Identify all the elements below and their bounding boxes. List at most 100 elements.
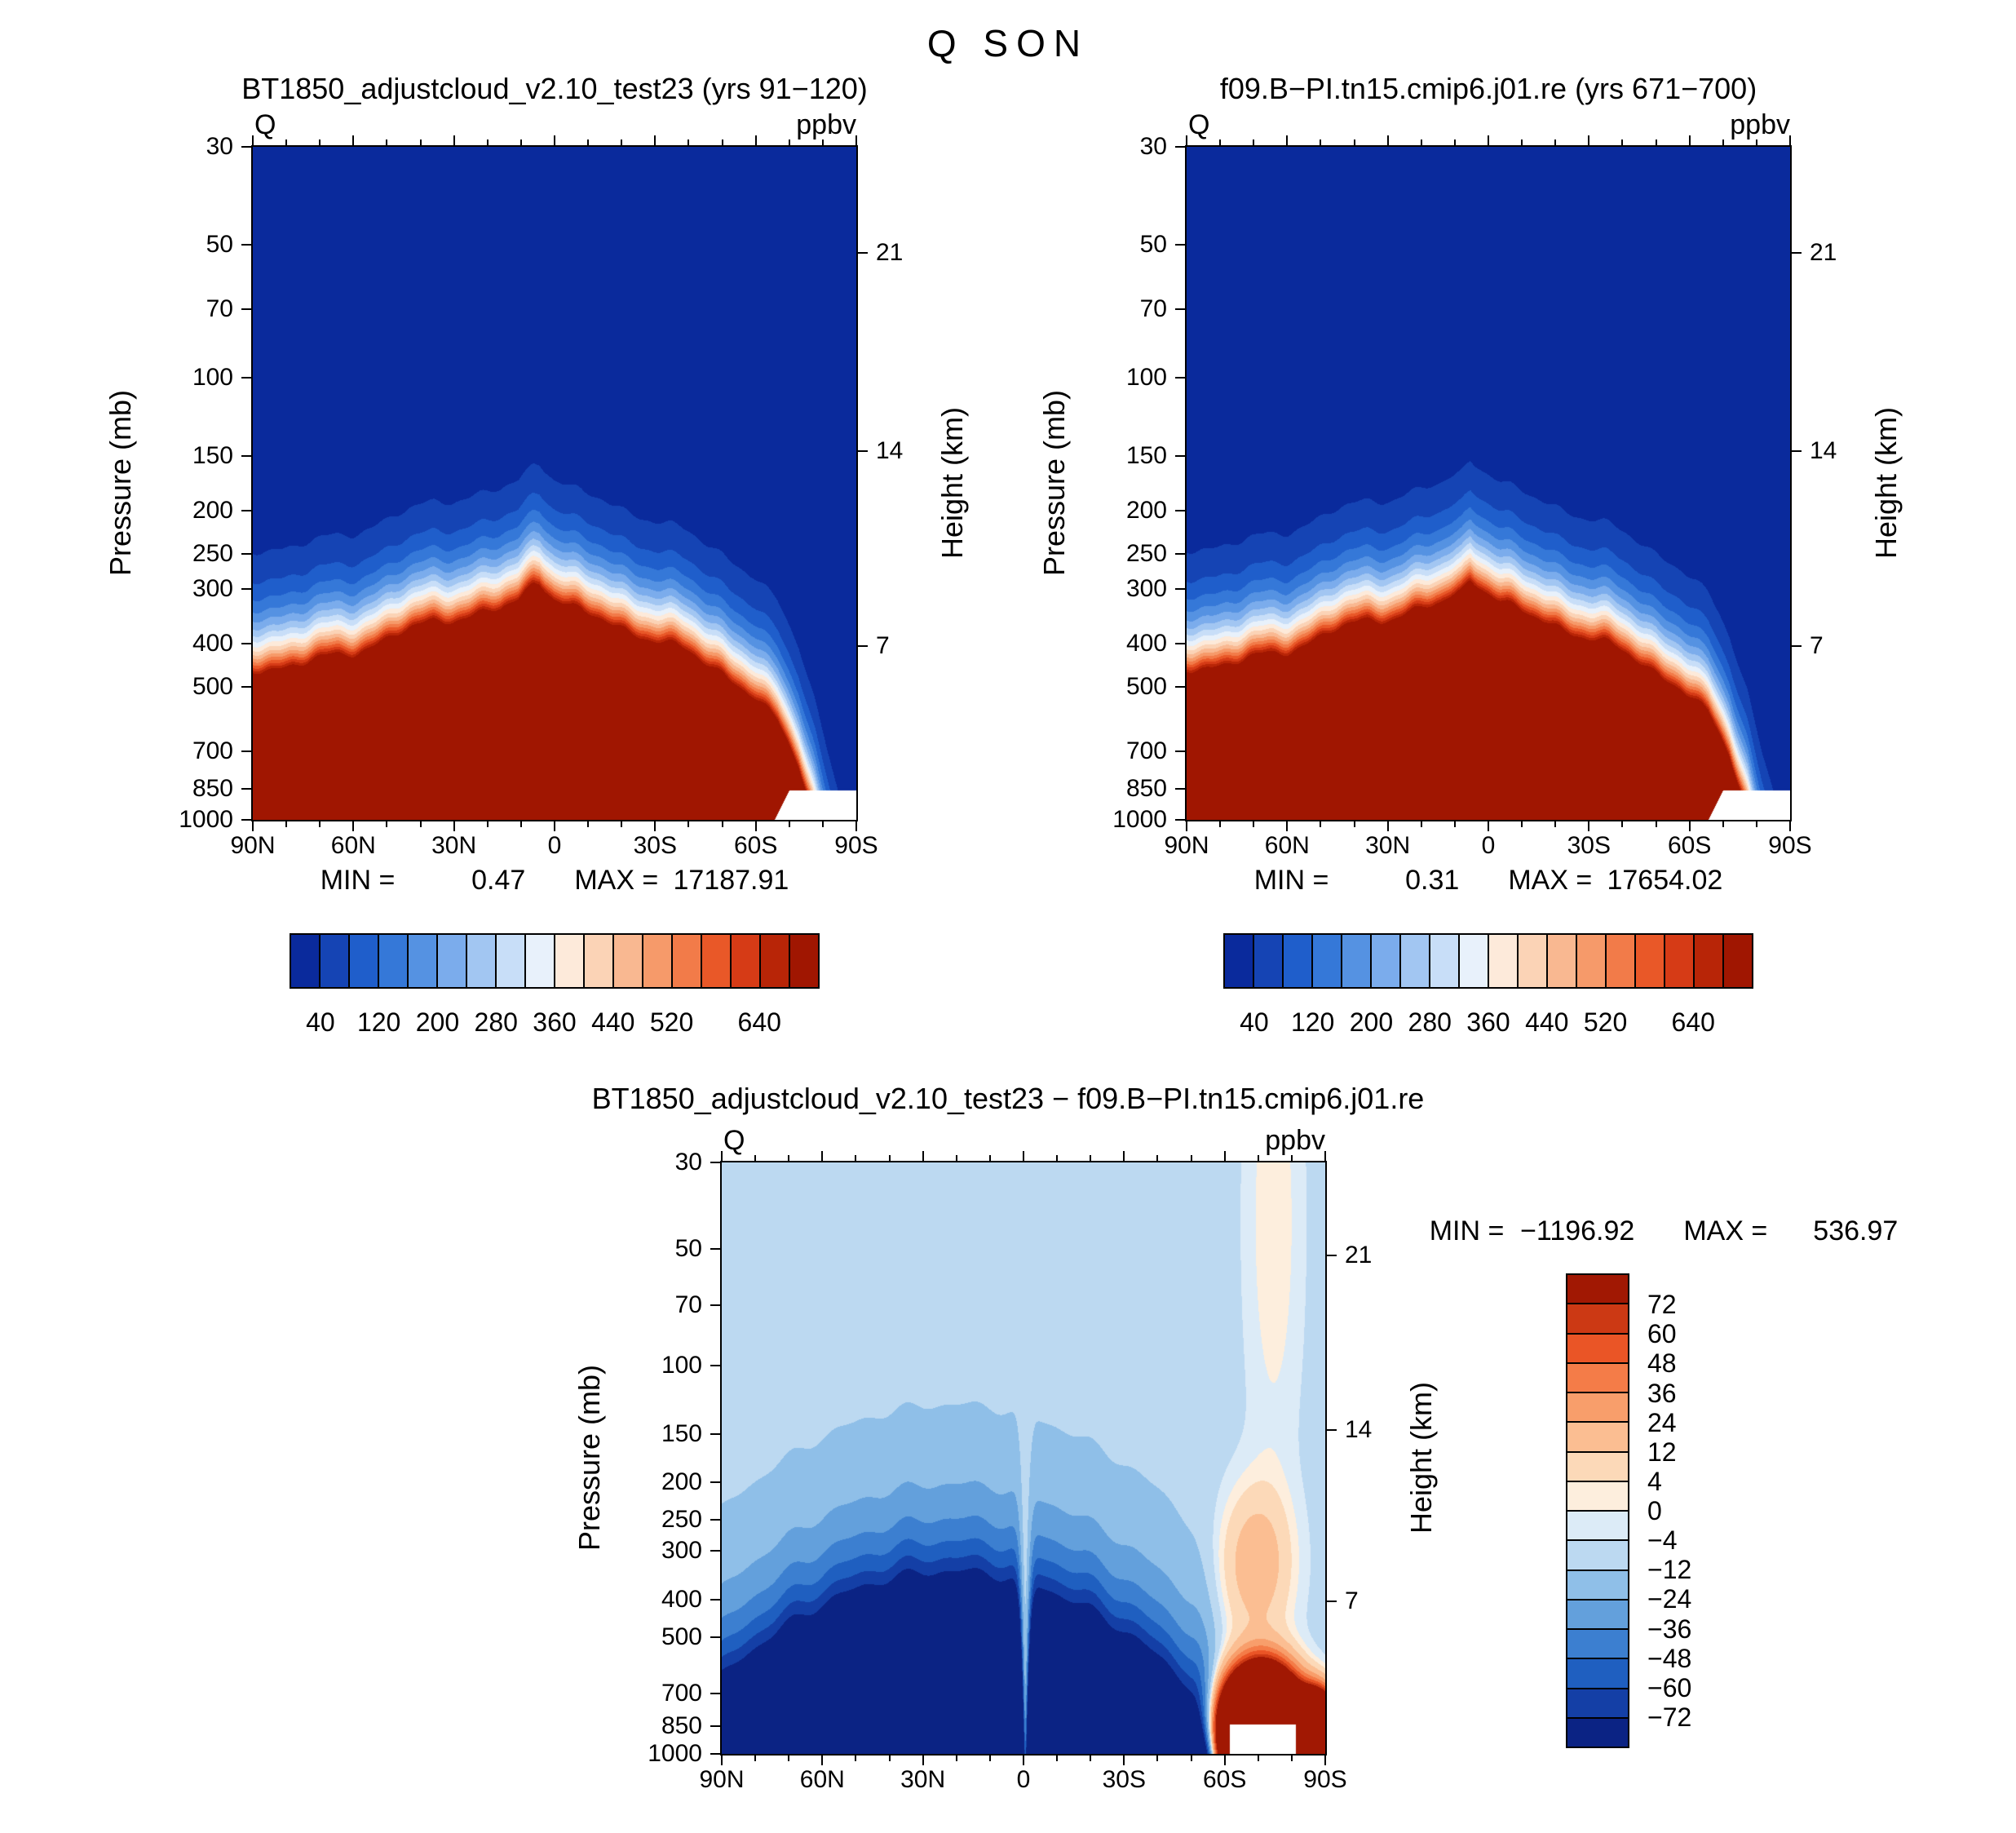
height-tick — [858, 645, 868, 648]
lat-tick — [922, 1151, 924, 1161]
pressure-tick — [710, 1519, 720, 1521]
pressure-tick-label: 400 — [1125, 630, 1167, 657]
height-tick-label: 7 — [876, 632, 890, 660]
max-label: MAX = — [1683, 1215, 1768, 1246]
pressure-tick-label: 700 — [192, 737, 233, 765]
colorbar-box — [1567, 1718, 1628, 1747]
colorbar-tick-label: −72 — [1647, 1702, 1692, 1732]
colorbar-box — [1665, 935, 1695, 987]
lat-tick — [955, 1155, 957, 1161]
max-label: MAX = — [1508, 865, 1593, 896]
pressure-tick — [241, 454, 251, 457]
lat-tick — [486, 821, 489, 827]
colorbar-tick-label: 280 — [474, 1007, 518, 1037]
pressure-tick-label: 150 — [661, 1419, 702, 1447]
lat-tick — [1223, 1756, 1226, 1765]
lat-tick-label: 90N — [1164, 832, 1209, 859]
lat-tick — [754, 1155, 757, 1161]
pressure-tick — [241, 643, 251, 645]
colorbar-tick-label: 640 — [1671, 1007, 1715, 1037]
pressure-tick — [241, 244, 251, 246]
pressure-tick — [1175, 510, 1185, 512]
colorbar-tick-label: 120 — [356, 1007, 401, 1037]
lat-tick-label: 60S — [733, 832, 778, 859]
pressure-tick-label: 300 — [192, 574, 233, 602]
lat-tick — [855, 135, 857, 145]
colorbar-tick-label: 440 — [1525, 1007, 1569, 1037]
pressure-tick-label: 1000 — [648, 1740, 702, 1767]
units-label-right: ppbv — [1730, 109, 1790, 140]
pressure-tick — [1175, 587, 1185, 590]
lat-tick — [1056, 1756, 1059, 1761]
pressure-tick — [1175, 643, 1185, 645]
lat-tick — [754, 135, 757, 145]
pressure-tick-label: 700 — [1125, 737, 1167, 765]
field-label-left: Q — [254, 109, 276, 140]
lat-tick — [1190, 1756, 1192, 1761]
pressure-tick — [1175, 146, 1185, 148]
colorbar-tick-label: 0 — [1647, 1496, 1662, 1525]
lat-tick-label: 30N — [431, 832, 477, 859]
lat-tick — [1688, 135, 1691, 145]
lat-tick — [1324, 1756, 1326, 1765]
pressure-tick — [710, 1162, 720, 1163]
pressure-tick — [1175, 819, 1185, 821]
colorbar-box — [1567, 1481, 1628, 1512]
pressure-tick — [1175, 787, 1185, 790]
lat-tick — [1655, 139, 1657, 145]
colorbar-box — [1567, 1334, 1628, 1364]
colorbar-tick-label: 200 — [415, 1007, 460, 1037]
pressure-tick-label: 400 — [192, 630, 233, 657]
lat-tick — [386, 821, 388, 827]
lat-tick — [1023, 1151, 1024, 1161]
lat-tick — [788, 1756, 790, 1761]
height-tick-label: 7 — [1810, 632, 1824, 660]
colorbar-box — [673, 935, 702, 987]
height-tick — [1327, 1254, 1337, 1256]
lat-tick — [1353, 139, 1355, 145]
pressure-tick — [241, 819, 251, 821]
lat-tick — [285, 821, 288, 827]
pressure-tick-label: 100 — [192, 364, 233, 392]
lat-tick — [319, 139, 321, 145]
height-axis-label-left: Height (km) — [935, 406, 969, 560]
units-label-diff: ppbv — [1265, 1125, 1325, 1156]
lat-tick-label: 90S — [1303, 1766, 1347, 1793]
pressure-tick — [1175, 377, 1185, 379]
panel-left-title: BT1850_adjustcloud_v2.10_test23 (yrs 91−… — [241, 72, 868, 105]
lat-tick — [922, 1756, 924, 1765]
colorbar-tick-label: 520 — [649, 1007, 694, 1037]
min-value: 0.31 — [1405, 865, 1460, 896]
height-tick — [858, 251, 868, 254]
colorbar-box — [438, 935, 467, 987]
pressure-tick — [710, 1481, 720, 1484]
lat-tick — [1156, 1756, 1159, 1761]
page-title: Q SON — [926, 22, 1090, 64]
lat-tick-label: 30S — [1567, 832, 1611, 859]
pressure-tick-label: 850 — [192, 774, 233, 802]
lat-tick — [1588, 135, 1590, 145]
colorbar-tick-label: 520 — [1583, 1007, 1628, 1037]
colorbar-box — [1401, 935, 1430, 987]
pressure-tick-label: 50 — [674, 1234, 702, 1262]
pressure-tick — [241, 308, 251, 311]
lat-tick — [1253, 139, 1255, 145]
lat-tick — [888, 1756, 891, 1761]
pressure-tick — [241, 377, 251, 379]
pressure-tick-label: 70 — [206, 295, 233, 323]
lat-tick — [855, 1756, 857, 1761]
pressure-tick-label: 70 — [1139, 295, 1167, 323]
lat-tick — [419, 821, 422, 827]
min-label: MIN = — [320, 865, 396, 896]
pressure-tick — [241, 750, 251, 753]
lat-tick-label: 60N — [330, 832, 376, 859]
minmax-left: MIN = 0.47 MAX = 17187.91 — [269, 865, 840, 897]
lat-tick — [621, 139, 623, 145]
pressure-tick-label: 500 — [192, 672, 233, 700]
pressure-tick-label: 500 — [1125, 672, 1167, 700]
height-tick-label: 21 — [1345, 1241, 1373, 1268]
lat-tick — [721, 821, 723, 827]
lat-tick — [1621, 139, 1624, 145]
field-label-diff: Q — [723, 1125, 745, 1156]
lat-tick — [1320, 821, 1322, 827]
